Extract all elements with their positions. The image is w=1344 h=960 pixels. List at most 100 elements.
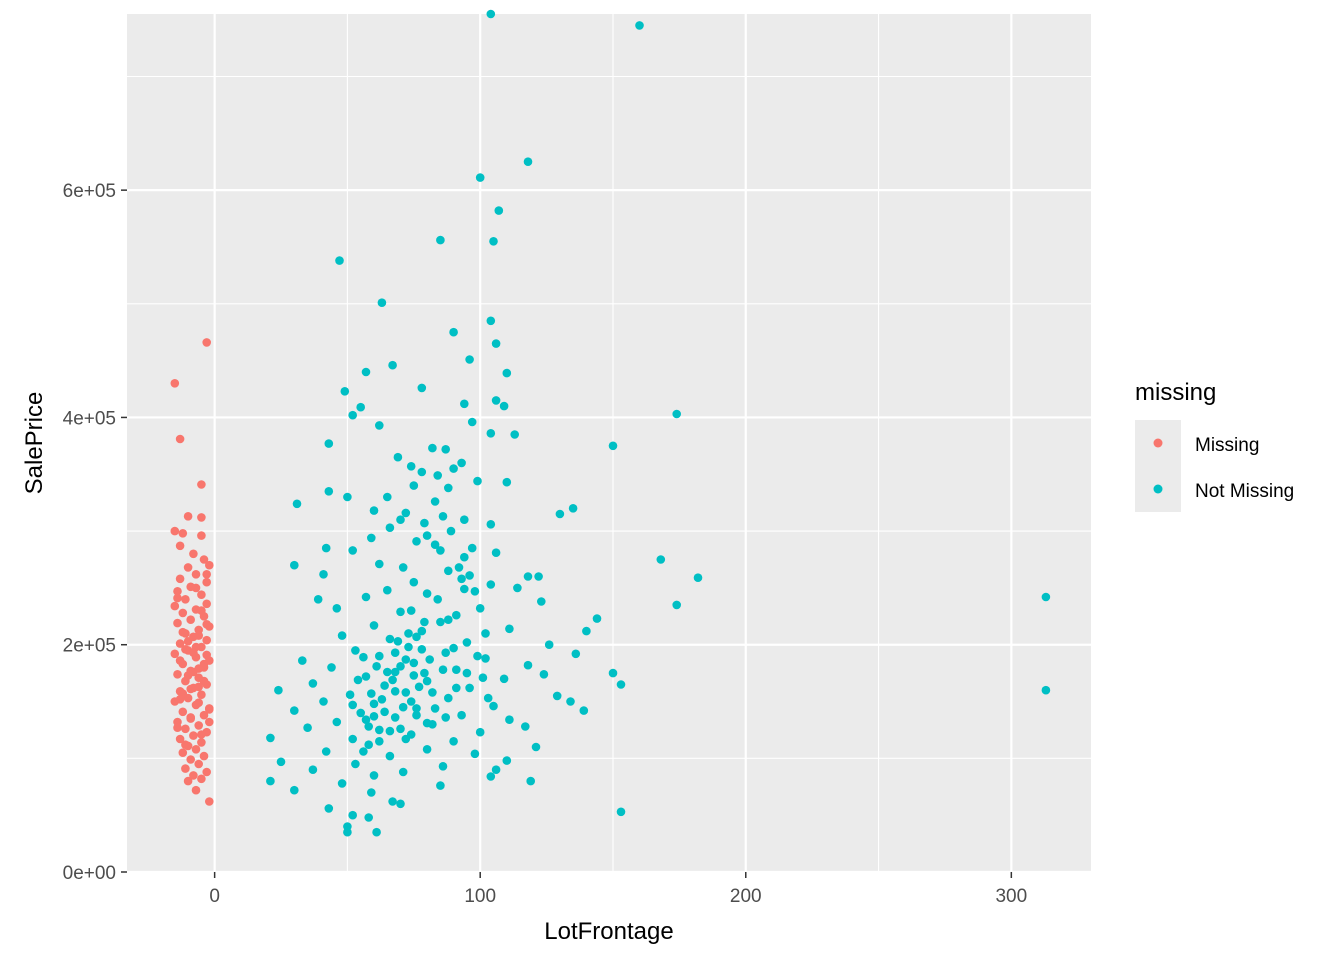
data-point [486, 520, 496, 529]
data-point [340, 387, 350, 396]
data-point [457, 458, 466, 468]
data-point [348, 734, 358, 744]
data-point [189, 549, 198, 559]
data-point [351, 646, 360, 655]
data-point [364, 722, 374, 731]
data-point [475, 173, 485, 182]
data-point [175, 734, 185, 744]
data-point [462, 638, 472, 647]
data-point [414, 682, 424, 692]
data-point [197, 730, 206, 739]
data-point [361, 592, 371, 602]
data-point [396, 515, 405, 524]
data-point [460, 515, 469, 524]
data-point [321, 543, 331, 553]
data-point [375, 725, 384, 735]
data-point [544, 640, 554, 649]
data-point [523, 157, 533, 166]
data-point [401, 734, 411, 744]
data-point [449, 737, 458, 746]
data-point [571, 649, 581, 659]
data-point [202, 599, 211, 609]
data-point [422, 531, 432, 540]
data-point [199, 555, 209, 564]
series-not-missing [266, 9, 1051, 837]
data-point [460, 584, 469, 594]
data-point [635, 21, 644, 30]
data-point [375, 651, 384, 661]
data-point [181, 724, 190, 734]
data-point [608, 668, 618, 678]
data-point [290, 706, 299, 715]
data-point [420, 617, 429, 627]
data-point [351, 759, 360, 769]
data-point [425, 655, 435, 664]
data-point [566, 697, 575, 706]
x-axis-title: LotFrontage [544, 918, 673, 945]
data-point [523, 660, 533, 670]
data-point [436, 781, 445, 790]
data-point [462, 668, 472, 678]
data-point [398, 702, 408, 712]
data-point [186, 713, 195, 722]
data-point [452, 683, 461, 693]
data-point [486, 429, 496, 438]
data-point [430, 497, 440, 506]
data-point [436, 617, 445, 627]
data-point [409, 671, 419, 680]
data-point [308, 679, 318, 688]
data-point [183, 512, 193, 521]
data-point [412, 710, 421, 720]
data-point [616, 807, 626, 817]
data-point [369, 712, 379, 721]
x-axis: 0 100 200 300 [209, 872, 1027, 907]
legend-dot-missing [1153, 438, 1163, 448]
data-point [539, 670, 549, 679]
data-point [390, 687, 400, 696]
data-point [420, 518, 429, 528]
data-point [502, 756, 512, 765]
x-tick-label: 100 [464, 886, 496, 907]
data-point [205, 705, 214, 714]
data-point [383, 667, 392, 677]
data-point [348, 810, 358, 820]
data-point [383, 585, 392, 595]
data-point [460, 552, 469, 562]
data-point [194, 759, 203, 769]
data-point [175, 639, 185, 648]
data-point [409, 658, 419, 668]
data-point [465, 355, 474, 364]
data-point [361, 715, 371, 724]
x-tick-label: 0 [209, 886, 220, 907]
data-point [555, 509, 565, 519]
data-point [377, 298, 387, 308]
data-point [449, 464, 458, 473]
data-point [422, 718, 432, 728]
data-point [324, 804, 334, 813]
major-gridlines [127, 14, 1091, 874]
data-point [470, 587, 480, 596]
data-point [489, 701, 498, 711]
legend-label-not-missing: Not Missing [1195, 481, 1294, 502]
data-point [452, 665, 461, 674]
data-point [367, 788, 376, 797]
data-point [401, 655, 411, 664]
data-point [197, 738, 206, 747]
data-point [191, 570, 201, 579]
data-point [175, 541, 185, 551]
data-point [489, 237, 498, 246]
panel-background [127, 14, 1091, 872]
x-tick-label: 300 [995, 886, 1027, 907]
data-point [486, 316, 496, 326]
data-point [197, 480, 206, 489]
y-axis-title: SalePrice [21, 392, 48, 495]
data-point [375, 559, 384, 569]
data-point [377, 695, 387, 704]
data-point [608, 441, 618, 451]
data-point [457, 574, 466, 584]
data-point [505, 624, 514, 634]
data-point [319, 697, 328, 706]
data-point [367, 689, 376, 698]
data-point [183, 563, 193, 572]
data-point [356, 708, 366, 718]
